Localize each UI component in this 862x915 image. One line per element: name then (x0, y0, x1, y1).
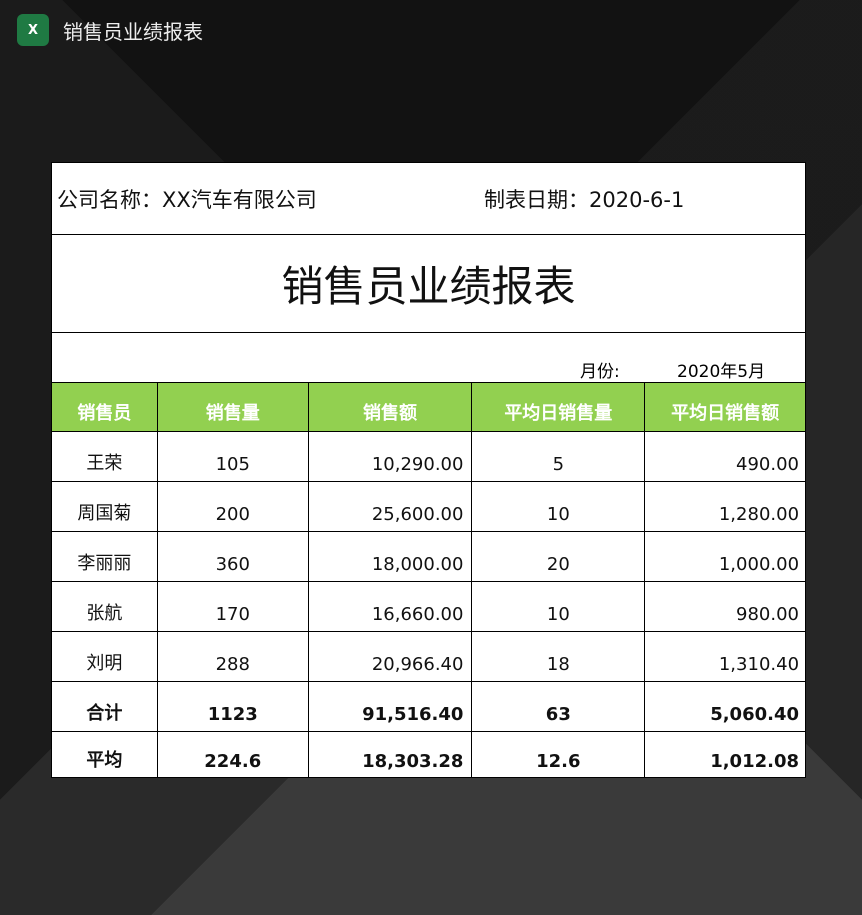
month-label: 月份: (580, 362, 620, 382)
cell-salesperson[interactable]: 李丽丽 (52, 532, 158, 581)
month-value: 2020年5月 (677, 362, 766, 382)
month-row: 月份: 2020年5月 (52, 333, 805, 383)
cell-quantity[interactable]: 200 (158, 482, 309, 531)
cell-daily-quantity[interactable]: 10 (472, 582, 646, 631)
report-title-text: 销售员业绩报表 (281, 262, 576, 311)
table-row: 刘明 288 20,966.40 18 1,310.40 (52, 632, 805, 682)
report-date: 制表日期：2020-6-1 (484, 187, 685, 212)
cell-daily-amount[interactable]: 980.00 (736, 604, 800, 625)
header-amount: 销售额 (309, 383, 473, 431)
cell-amount[interactable]: 25,600.00 (309, 482, 473, 531)
cell-daily-amount[interactable]: 1,280.00 (718, 504, 800, 525)
excel-icon: X (17, 14, 49, 46)
total-row: 合计 1123 91,516.40 63 5,060.40 (52, 682, 805, 732)
cell-quantity[interactable]: 288 (158, 632, 309, 681)
spreadsheet: 公司名称：XX汽车有限公司 制表日期：2020-6-1 销售员业绩报表 月份: … (51, 162, 806, 778)
cell-quantity[interactable]: 224.6 (158, 732, 309, 778)
average-row: 平均 224.6 18,303.28 12.6 1,012.08 (52, 732, 805, 778)
header-daily-quantity: 平均日销售量 (472, 383, 646, 431)
cell-amount[interactable]: 18,000.00 (309, 532, 473, 581)
cell-daily-quantity[interactable]: 63 (472, 682, 646, 731)
cell-salesperson[interactable]: 周国菊 (52, 482, 158, 531)
cell-daily-amount[interactable]: 490.00 (736, 454, 800, 475)
cell-quantity[interactable]: 170 (158, 582, 309, 631)
table-row: 李丽丽 360 18,000.00 20 1,000.00 (52, 532, 805, 582)
table-header: 销售员 销售量 销售额 平均日销售量 平均日销售额 (52, 382, 805, 432)
table-row: 王荣 105 10,290.00 5 490.00 (52, 432, 805, 482)
header-salesperson: 销售员 (52, 383, 158, 431)
info-row: 公司名称：XX汽车有限公司 制表日期：2020-6-1 (52, 163, 805, 235)
cell-daily-quantity[interactable]: 5 (472, 432, 646, 481)
cell-daily-quantity[interactable]: 10 (472, 482, 646, 531)
cell-daily-quantity[interactable]: 12.6 (472, 732, 646, 778)
cell-salesperson[interactable]: 张航 (52, 582, 158, 631)
company-name: 公司名称：XX汽车有限公司 (57, 187, 317, 212)
table-row: 张航 170 16,660.00 10 980.00 (52, 582, 805, 632)
cell-quantity[interactable]: 105 (158, 432, 309, 481)
cell-salesperson[interactable]: 王荣 (52, 432, 158, 481)
cell-salesperson[interactable]: 刘明 (52, 632, 158, 681)
cell-salesperson[interactable]: 合计 (52, 682, 158, 731)
report-title: 销售员业绩报表 (52, 235, 805, 333)
cell-quantity[interactable]: 360 (158, 532, 309, 581)
cell-amount[interactable]: 20,966.40 (309, 632, 473, 681)
cell-daily-quantity[interactable]: 20 (472, 532, 646, 581)
cell-amount[interactable]: 91,516.40 (309, 682, 473, 731)
cell-daily-amount[interactable]: 1,000.00 (718, 554, 800, 575)
title-bar: X 销售员业绩报表 (0, 0, 862, 60)
cell-salesperson[interactable]: 平均 (52, 732, 158, 778)
header-daily-amount: 平均日销售额 (671, 403, 780, 424)
cell-daily-amount[interactable]: 1,012.08 (710, 751, 800, 772)
cell-amount[interactable]: 10,290.00 (309, 432, 473, 481)
cell-daily-amount[interactable]: 5,060.40 (710, 704, 800, 725)
cell-amount[interactable]: 18,303.28 (309, 732, 473, 778)
app-title: 销售员业绩报表 (63, 19, 203, 44)
table-row: 周国菊 200 25,600.00 10 1,280.00 (52, 482, 805, 532)
header-quantity: 销售量 (158, 383, 309, 431)
cell-daily-amount[interactable]: 1,310.40 (718, 654, 800, 675)
cell-daily-quantity[interactable]: 18 (472, 632, 646, 681)
cell-amount[interactable]: 16,660.00 (309, 582, 473, 631)
cell-quantity[interactable]: 1123 (158, 682, 309, 731)
